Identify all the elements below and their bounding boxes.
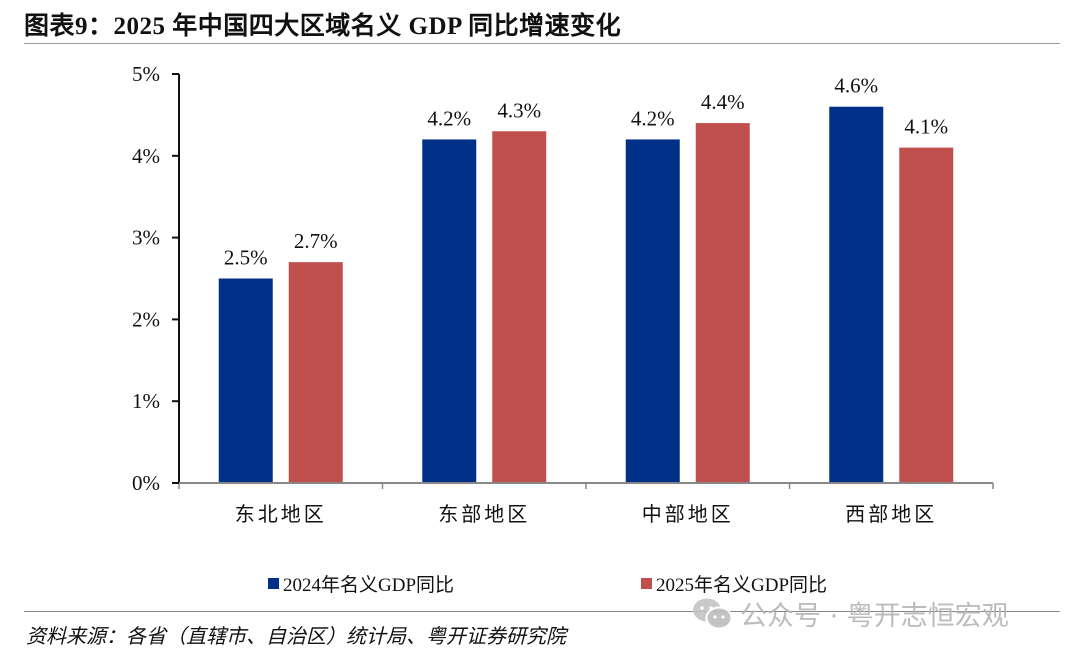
legend-label-2024: 2024年名义GDP同比	[283, 575, 455, 596]
data-label: 4.2%	[427, 106, 471, 130]
legend-label-2025: 2025年名义GDP同比	[656, 575, 828, 596]
x-tick-label: 中部地区	[642, 503, 734, 526]
y-tick-labels-group: 0% 1% 2% 3% 4% 5%	[132, 62, 160, 495]
title-divider	[24, 43, 1060, 44]
legend-swatch-2024	[268, 578, 279, 589]
bars-group	[218, 106, 954, 483]
axes-group	[172, 73, 994, 489]
bar-2024-1	[422, 139, 477, 483]
x-tick-label: 东北地区	[235, 503, 327, 526]
bar-2025-1	[492, 131, 547, 483]
bar-2025-2	[695, 123, 750, 483]
y-tick-label: 1%	[132, 389, 160, 413]
bar-2025-0	[288, 262, 343, 483]
wechat-icon	[693, 598, 733, 629]
watermark: 公众号 · 粤开志恒宏观	[692, 594, 1009, 633]
y-tick-label: 3%	[132, 226, 160, 250]
chart-title: 图表9：2025 年中国四大区域名义 GDP 同比增速变化	[24, 13, 622, 40]
data-label: 2.5%	[224, 246, 268, 270]
legend-item-2025: 2025年名义GDP同比	[641, 570, 827, 597]
legend: 2024年名义GDP同比 2025年名义GDP同比	[0, 570, 1080, 600]
data-label: 2.7%	[294, 229, 338, 253]
bar-chart: 2.5% 2.7% 4.2% 4.3% 4.2% 4.4% 4.6% 4.1% 0% 1% 2% 3…	[132, 62, 994, 526]
data-label: 4.2%	[631, 106, 675, 130]
bar-2025-3	[899, 147, 954, 483]
data-label: 4.4%	[701, 90, 745, 114]
y-tick-label: 4%	[132, 144, 160, 168]
bar-2024-2	[625, 139, 680, 483]
bar-2024-3	[829, 106, 884, 483]
source-divider	[24, 611, 1060, 612]
legend-item-2024: 2024年名义GDP同比	[268, 570, 454, 597]
value-labels-group: 2.5% 2.7% 4.2% 4.3% 4.2% 4.4% 4.6% 4.1%	[224, 74, 948, 270]
x-tick-label: 西部地区	[845, 503, 937, 526]
legend-swatch-2025	[641, 578, 652, 589]
bar-2024-0	[218, 278, 273, 483]
y-tick-label: 2%	[132, 307, 160, 331]
data-label: 4.3%	[497, 98, 541, 122]
data-label: 4.1%	[904, 115, 948, 139]
source-note: 资料来源：各省（直辖市、自治区）统计局、粤开证券研究院	[26, 626, 566, 648]
x-tick-label: 东部地区	[438, 503, 530, 526]
data-label: 4.6%	[834, 74, 878, 98]
watermark-text: 公众号 · 粤开志恒宏观	[740, 601, 1009, 632]
x-tick-labels-group: 东北地区 东部地区 中部地区 西部地区	[235, 503, 937, 526]
y-tick-label: 0%	[132, 471, 160, 495]
y-tick-label: 5%	[132, 62, 160, 86]
